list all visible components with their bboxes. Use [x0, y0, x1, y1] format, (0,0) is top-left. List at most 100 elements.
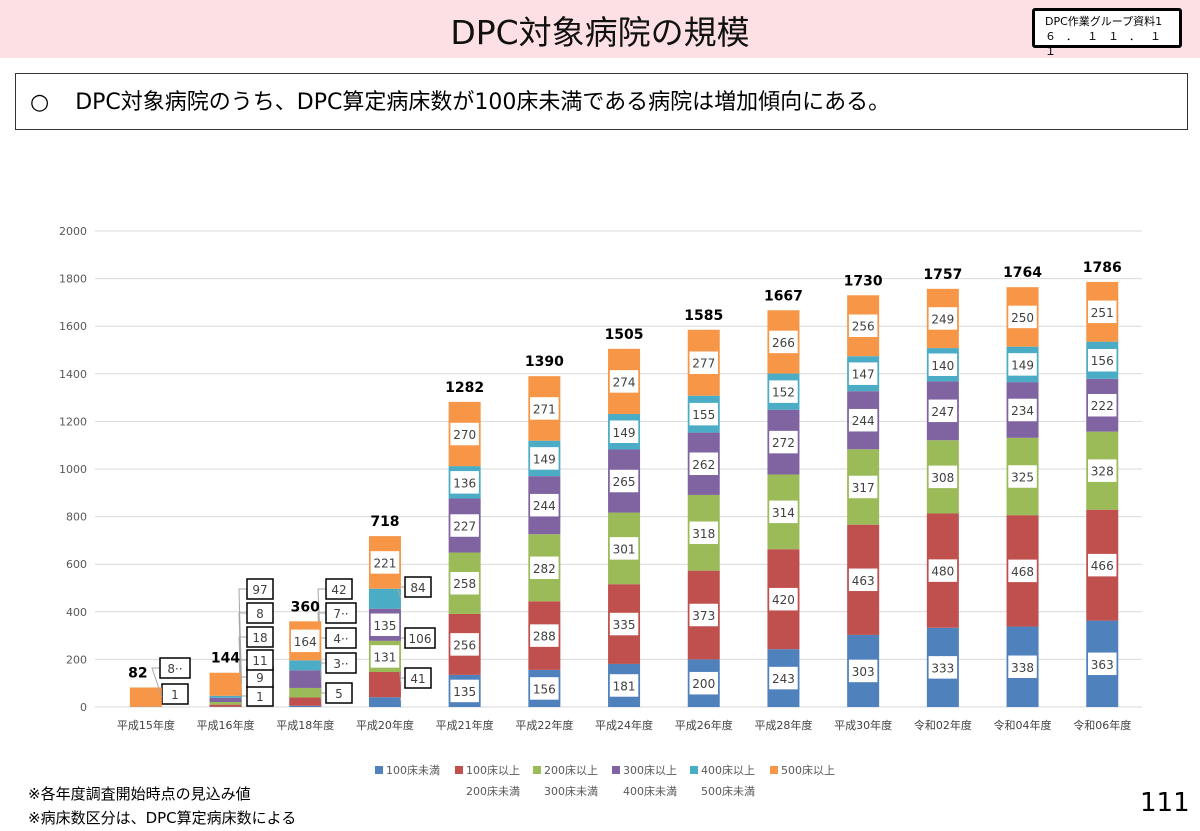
- y-tick-label: 1400: [59, 368, 87, 381]
- data-label: 270: [453, 428, 476, 442]
- data-label: 282: [533, 562, 556, 576]
- data-label: 251: [1091, 306, 1114, 320]
- data-label: 466: [1091, 559, 1114, 573]
- data-label: 308: [931, 471, 954, 485]
- data-label: 338: [1011, 661, 1034, 675]
- data-label-box: [1006, 397, 1039, 423]
- data-label: 325: [1011, 470, 1034, 484]
- x-tick-label: 令和02年度: [914, 718, 972, 732]
- data-label: 18: [252, 631, 267, 645]
- legend-label-line2: 200床未満: [466, 784, 520, 798]
- bar-segment: [368, 588, 401, 609]
- legend-label: 100床以上: [466, 763, 520, 777]
- y-tick-label: 1200: [59, 415, 87, 428]
- legend-label: 500床以上: [781, 763, 835, 777]
- data-label: 135: [453, 685, 476, 699]
- data-label-box: [688, 670, 720, 696]
- data-label-box: [161, 683, 189, 705]
- total-label: 718: [370, 514, 399, 530]
- data-label: 156: [533, 682, 556, 696]
- header-band: DPC対象病院の規模 DPC作業グループ資料1 ６．１１．１１: [0, 0, 1200, 58]
- x-tick-label: 令和04年度: [994, 718, 1052, 732]
- total-label: 360: [291, 599, 320, 615]
- data-label-box: [246, 649, 274, 671]
- total-label: 1390: [525, 354, 564, 370]
- data-label: 135: [373, 619, 396, 633]
- data-label-box: [448, 678, 481, 704]
- data-label: 266: [772, 336, 795, 350]
- data-label: 42: [331, 583, 346, 597]
- data-label-box: [325, 578, 353, 600]
- leader-line: [238, 588, 247, 685]
- data-label-box: [767, 378, 800, 405]
- data-label: 136: [453, 476, 476, 490]
- data-label: 272: [772, 436, 795, 450]
- data-label: 335: [613, 618, 636, 632]
- data-label: 8: [256, 607, 264, 621]
- total-label: 82: [128, 665, 147, 681]
- data-label: 131: [373, 650, 396, 664]
- total-label: 1730: [844, 273, 883, 289]
- data-label: 164: [294, 635, 317, 649]
- y-tick-label: 1600: [59, 320, 87, 333]
- y-tick-label: 400: [66, 606, 87, 619]
- total-label: 1764: [1003, 265, 1042, 281]
- data-label-box: [325, 627, 357, 649]
- x-tick-label: 平成20年度: [356, 718, 414, 732]
- data-label: 247: [931, 405, 954, 419]
- data-label: 271: [533, 402, 556, 416]
- data-label-box: [528, 555, 561, 581]
- total-label: 1757: [923, 267, 962, 283]
- data-label: 106: [409, 632, 432, 646]
- data-label-box: [448, 469, 481, 496]
- data-label-box: [927, 557, 959, 584]
- data-label-box: [688, 520, 720, 546]
- data-label-box: [847, 567, 879, 593]
- data-label: 274: [613, 375, 636, 389]
- data-label-box: [404, 576, 432, 598]
- data-label-box: [448, 631, 481, 658]
- data-label-box: [1006, 351, 1039, 378]
- data-label: 156: [1091, 354, 1114, 368]
- data-label: 1: [171, 688, 179, 702]
- data-label: 256: [453, 638, 476, 652]
- data-label-box: [688, 349, 720, 376]
- doc-label: DPC作業グループ資料1: [1045, 15, 1163, 28]
- data-label-box: [608, 368, 640, 395]
- bar-segment: [209, 702, 242, 705]
- data-label-box: [1086, 392, 1118, 418]
- data-label-box: [688, 602, 720, 628]
- data-label: 258: [453, 577, 476, 591]
- x-tick-label: 平成26年度: [675, 718, 733, 732]
- total-label: 1667: [764, 288, 803, 304]
- document-reference-box: DPC作業グループ資料1 ６．１１．１１: [1032, 8, 1182, 58]
- data-label-box: [1086, 299, 1118, 325]
- legend-swatch: [455, 766, 463, 774]
- footnotes: ※各年度調査開始時点の見込み値 ※病床数区分は、DPC算定病床数による: [28, 782, 296, 830]
- y-tick-label: 800: [66, 511, 87, 524]
- data-label: 463: [852, 574, 875, 588]
- data-label: 249: [931, 312, 954, 326]
- data-label-box: [847, 658, 879, 684]
- data-label-box: [767, 429, 800, 455]
- data-label-box: [289, 628, 321, 654]
- data-label-box: [369, 612, 401, 638]
- legend-label: 200床以上: [544, 763, 598, 777]
- data-label-box: [448, 421, 481, 447]
- x-tick-label: 平成30年度: [834, 718, 892, 732]
- legend-label: 400床以上: [701, 763, 755, 777]
- data-label: 3··: [333, 657, 348, 671]
- data-label: 152: [772, 386, 795, 400]
- data-label-box: [608, 535, 640, 562]
- legend-label-line2: 500床未満: [701, 784, 755, 798]
- total-label: 1505: [605, 327, 644, 343]
- data-label: 84: [410, 581, 425, 595]
- doc-date: ６．１１．１１: [1045, 30, 1171, 58]
- footnote: ※病床数区分は、DPC算定病床数による: [28, 809, 297, 827]
- data-label: 288: [533, 630, 556, 644]
- bar-segment: [129, 687, 162, 707]
- data-label: 243: [772, 672, 795, 686]
- x-tick-label: 平成16年度: [197, 718, 255, 732]
- bar-segment: [368, 672, 401, 698]
